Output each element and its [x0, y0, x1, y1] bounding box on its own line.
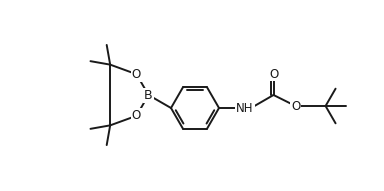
Text: O: O: [132, 68, 141, 81]
Text: B: B: [144, 88, 153, 101]
Text: NH: NH: [236, 101, 254, 114]
Text: O: O: [291, 100, 300, 112]
Text: O: O: [269, 67, 278, 80]
Text: O: O: [132, 109, 141, 122]
